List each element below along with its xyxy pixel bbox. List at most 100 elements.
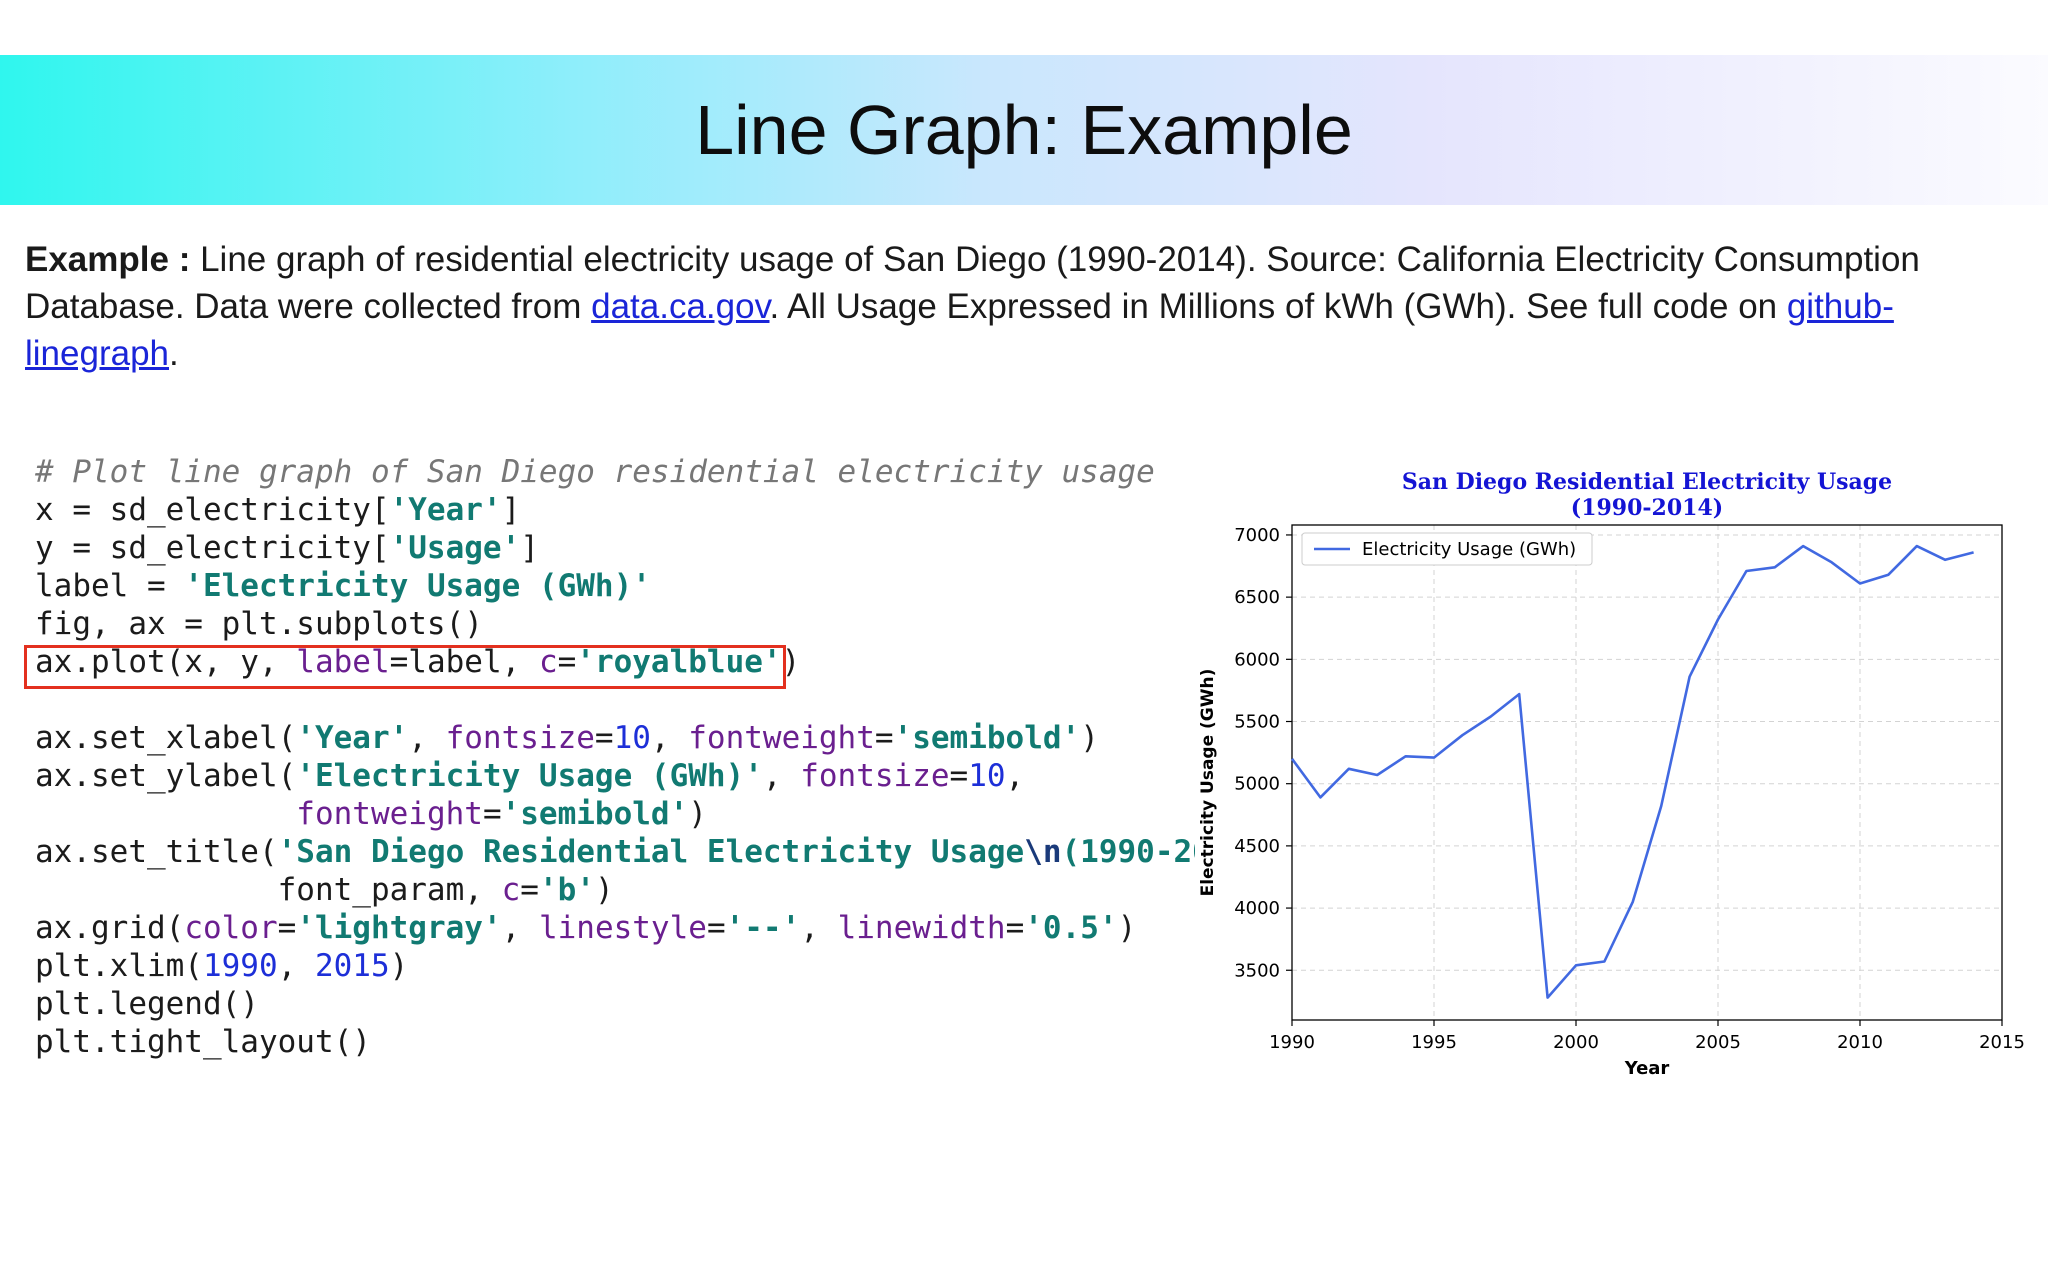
x-axis-label: Year [1624, 1058, 1670, 1079]
code-token: = [594, 720, 614, 756]
code-token: , [762, 758, 801, 794]
code-token: fig, ax = plt.subplots() [35, 606, 483, 642]
code-token: plt.legend() [35, 986, 259, 1022]
chart-title: (1990-2014) [1571, 495, 1723, 521]
code-token: linestyle [538, 910, 707, 946]
description-text: Line graph of residential electricity us… [25, 240, 1920, 326]
code-token: ] [520, 530, 539, 566]
code-line: fontweight='semibold') [35, 795, 707, 833]
code-token [35, 796, 296, 832]
code-token: ) [1117, 910, 1137, 946]
code-line: ax.plot(x, y, label=label, c='royalblue'… [35, 643, 800, 681]
code-token: , [501, 910, 539, 946]
github-link[interactable]: github-linegraph [25, 287, 1894, 373]
code-token: = [1005, 910, 1025, 946]
code-token: 'semibold' [893, 720, 1081, 756]
description-text-2: . All Usage Expressed in Millions of kWh… [769, 287, 1787, 326]
code-line: plt.xlim(1990, 2015) [35, 947, 408, 985]
title-banner [0, 55, 2048, 205]
code-token: ax.set_title( [35, 834, 278, 870]
data-source-link[interactable]: data.ca.gov [591, 287, 770, 326]
plot-frame [1291, 524, 2003, 1021]
code-token: linewidth [837, 910, 1006, 946]
code-line: # Plot line graph of San Diego residenti… [35, 453, 1155, 491]
code-token: ax.plot(x, y, [35, 644, 297, 680]
chart-svg: 1990 1995 2000 2005 2010 2015 3500 4000 4500 5000… [1198, 469, 2025, 1079]
code-line: ax.set_ylabel('Electricity Usage (GWh)',… [35, 757, 1024, 795]
code-token: =label, [389, 644, 539, 680]
code-line: ax.set_xlabel('Year', fontsize=10, fontw… [35, 719, 1099, 757]
code-token: = [277, 910, 297, 946]
code-block: # Plot line graph of San Diego residenti… [35, 453, 1195, 1093]
y-tick-label: 4500 [1234, 836, 1280, 857]
code-token: ) [594, 872, 614, 908]
code-token: label = [35, 568, 185, 604]
y-tick-label: 4000 [1234, 898, 1280, 919]
code-token: fontsize [445, 720, 595, 756]
code-token: 'b' [538, 872, 595, 908]
code-token: , [408, 720, 446, 756]
code-token: 'Electricity Usage (GWh)' [296, 758, 763, 794]
code-token: ax.grid( [35, 910, 185, 946]
code-token: # Plot line graph of San Diego residenti… [35, 454, 1155, 490]
legend-label: Electricity Usage (GWh) [1362, 539, 1576, 560]
legend-box [1301, 532, 1593, 566]
code-token: , [1005, 758, 1025, 794]
code-token: '0.5' [1024, 910, 1118, 946]
description-label: Example : [25, 240, 191, 279]
code-token: 'Year' [296, 720, 409, 756]
code-token: 1990 [202, 948, 278, 984]
code-line: label = 'Electricity Usage (GWh)' [35, 567, 651, 605]
code-token: , [277, 948, 315, 984]
description-text-end: . [169, 334, 179, 373]
code-token: = [706, 910, 726, 946]
x-tick-label: 2005 [1695, 1032, 1741, 1053]
code-token: (1990-2014 [1061, 834, 1195, 870]
code-token: = [949, 758, 969, 794]
code-token: ax.set_xlabel( [35, 720, 297, 756]
code-token: 2015 [314, 948, 390, 984]
y-tick-label: 7000 [1234, 525, 1280, 546]
code-token: plt.xlim( [35, 948, 203, 984]
code-line: ax.set_title('San Diego Residential Elec… [35, 833, 1195, 871]
slide-title: Line Graph: Example [695, 91, 1353, 169]
code-token: '--' [725, 910, 801, 946]
code-token: label [296, 644, 390, 680]
series-line [1290, 544, 1974, 999]
highlight-box [24, 645, 786, 689]
y-tick-label: 6500 [1234, 587, 1280, 608]
code-token: ) [688, 796, 707, 832]
code-token: 'lightgray' [296, 910, 502, 946]
code-token: 10 [613, 720, 651, 756]
code-token: = [557, 644, 577, 680]
code-token: 'Electricity Usage (GWh)' [184, 568, 651, 604]
code-line: y = sd_electricity['Usage'] [35, 529, 539, 567]
code-token: = [482, 796, 502, 832]
code-token: , [650, 720, 689, 756]
code-token: ) [781, 644, 801, 680]
code-token: fontweight [688, 720, 875, 756]
y-axis-label: Electricity Usage (GWh) [1198, 669, 1218, 897]
x-tick-label: 2000 [1553, 1032, 1599, 1053]
code-token: 10 [968, 758, 1006, 794]
x-tick-label: 2015 [1979, 1032, 2025, 1053]
code-line: fig, ax = plt.subplots() [35, 605, 483, 643]
code-line: plt.legend() [35, 985, 259, 1023]
code-token: plt.tight_layout() [35, 1024, 371, 1060]
code-token: ) [1080, 720, 1099, 756]
code-line: plt.tight_layout() [35, 1023, 371, 1061]
x-tick-label: 2010 [1837, 1032, 1883, 1053]
code-token: font_param, [35, 872, 502, 908]
y-tick-label: 5500 [1234, 712, 1280, 733]
code-line: ax.grid(color='lightgray', linestyle='--… [35, 909, 1136, 947]
code-token: = [520, 872, 539, 908]
code-token: 'Year' [389, 492, 502, 528]
x-tick-label: 1995 [1411, 1032, 1457, 1053]
x-tick-label: 1990 [1269, 1032, 1315, 1053]
code-token: 'Usage' [389, 530, 521, 566]
code-token: ] [501, 492, 521, 528]
y-tick-label: 6000 [1234, 649, 1280, 670]
code-token: fontweight [296, 796, 483, 832]
y-tick-label: 3500 [1234, 960, 1280, 981]
code-token: color [184, 910, 278, 946]
